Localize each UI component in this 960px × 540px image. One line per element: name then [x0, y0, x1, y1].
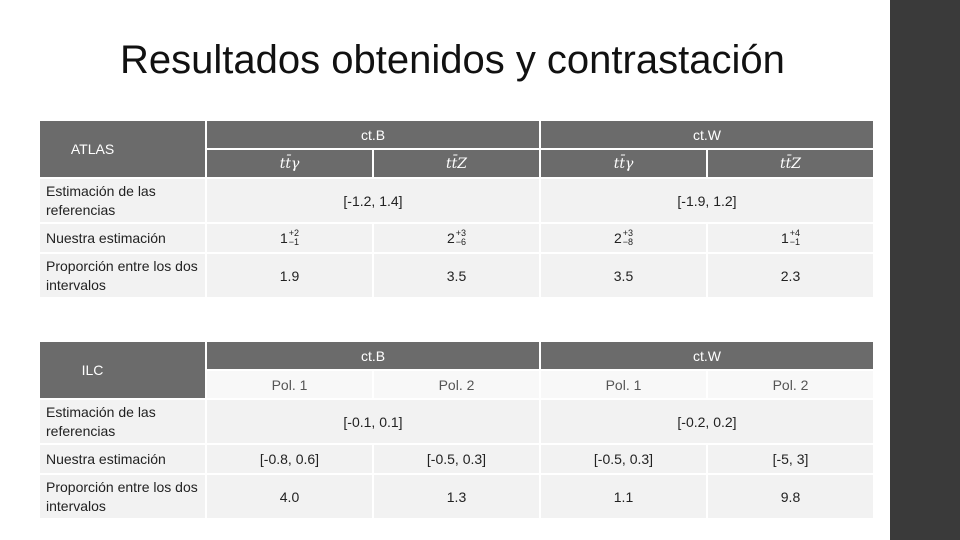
estimate-bounds: +3 −6: [456, 229, 466, 247]
value-cell: [-0.8, 0.6]: [207, 445, 372, 473]
value-cell: 2 +3 −8: [541, 224, 706, 252]
value-cell: [-0.2, 0.2]: [541, 400, 873, 443]
row-label: Estimación de las referencias: [40, 400, 205, 443]
value-cell: 9.8: [708, 475, 873, 518]
group-header: ct.B: [207, 342, 539, 369]
value-cell: 1.1: [541, 475, 706, 518]
value-cell: [-0.5, 0.3]: [374, 445, 539, 473]
corner-cell: ATLAS: [40, 121, 205, 177]
estimate-base: 2: [613, 230, 622, 246]
sub-header: Pol. 2: [708, 371, 873, 398]
estimate-bounds: +4 −1: [790, 229, 800, 247]
row-label: Nuestra estimación: [40, 224, 205, 252]
row-label: Proporción entre los dos intervalos: [40, 254, 205, 297]
sub-header: tt̄γ: [541, 150, 706, 177]
corner-cell: ILC: [40, 342, 205, 398]
value-cell: 1.9: [207, 254, 372, 297]
value-cell: [-1.9, 1.2]: [541, 179, 873, 222]
value-cell: 1 +4 −1: [708, 224, 873, 252]
side-bar: [890, 0, 960, 540]
row-label: Proporción entre los dos intervalos: [40, 475, 205, 518]
value-cell: [-1.2, 1.4]: [207, 179, 539, 222]
sub-header: tt̄γ: [207, 150, 372, 177]
group-header: ct.B: [207, 121, 539, 148]
group-header: ct.W: [541, 121, 873, 148]
sub-header: tt̄Z: [708, 150, 873, 177]
upper-bound: +3: [622, 228, 634, 238]
value-cell: [-5, 3]: [708, 445, 873, 473]
value-cell: 4.0: [207, 475, 372, 518]
slide-title: Resultados obtenidos y contrastación: [120, 38, 785, 82]
estimate-base: 1: [780, 230, 789, 246]
row-label: Nuestra estimación: [40, 445, 205, 473]
lower-bound: −8: [622, 237, 634, 247]
value-cell: 2 +3 −6: [374, 224, 539, 252]
value-cell: [-0.1, 0.1]: [207, 400, 539, 443]
row-label: Estimación de las referencias: [40, 179, 205, 222]
lower-bound: −6: [455, 237, 467, 247]
estimate-base: 2: [446, 230, 455, 246]
value-cell: 3.5: [541, 254, 706, 297]
sub-header: Pol. 1: [541, 371, 706, 398]
sub-header: Pol. 2: [374, 371, 539, 398]
lower-bound: −1: [789, 237, 801, 247]
upper-bound: +4: [789, 228, 801, 238]
upper-bound: +3: [455, 228, 467, 238]
value-cell: 1.3: [374, 475, 539, 518]
value-cell: [-0.5, 0.3]: [541, 445, 706, 473]
lower-bound: −1: [288, 237, 300, 247]
estimate-bounds: +3 −8: [623, 229, 633, 247]
sub-header: Pol. 1: [207, 371, 372, 398]
upper-bound: +2: [288, 228, 300, 238]
estimate-base: 1: [279, 230, 288, 246]
estimate-bounds: +2 −1: [289, 229, 299, 247]
group-header: ct.W: [541, 342, 873, 369]
value-cell: 2.3: [708, 254, 873, 297]
value-cell: 1 +2 −1: [207, 224, 372, 252]
sub-header: tt̄Z: [374, 150, 539, 177]
value-cell: 3.5: [374, 254, 539, 297]
